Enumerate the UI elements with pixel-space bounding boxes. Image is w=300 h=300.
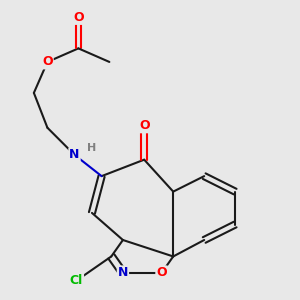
Text: O: O bbox=[156, 266, 167, 279]
Text: H: H bbox=[87, 143, 97, 153]
Text: O: O bbox=[73, 11, 84, 24]
Text: Cl: Cl bbox=[70, 274, 83, 287]
Text: O: O bbox=[42, 56, 53, 68]
Text: N: N bbox=[118, 266, 128, 279]
Text: N: N bbox=[69, 148, 80, 161]
Text: O: O bbox=[139, 119, 149, 132]
